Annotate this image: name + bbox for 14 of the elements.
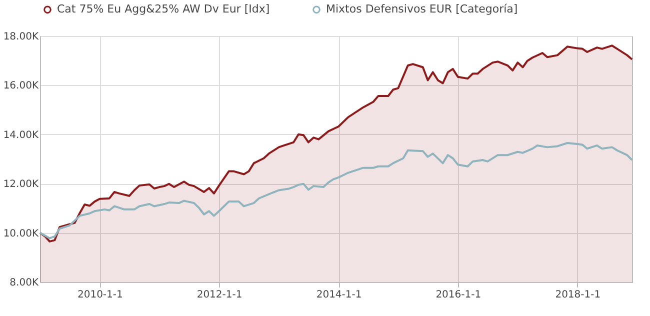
x-tick-label: 2016-1-1 [436,290,482,300]
legend-label: Mixtos Defensivos EUR [Categoría] [326,2,518,16]
y-tick-label: 8.00K [10,278,39,288]
legend-label: Cat 75% Eu Agg&25% AW Dv Eur [Idx] [57,2,270,16]
x-tick-label: 2018-1-1 [555,290,601,300]
x-tick-label: 2012-1-1 [196,290,242,300]
line-series [39,142,633,240]
y-tick-label: 18.00K [3,32,39,42]
y-tick-label: 12.00K [3,179,39,190]
x-tick-label: 2010-1-1 [77,290,123,300]
x-tick-label: 2014-1-1 [316,290,362,300]
y-tick-label: 10.00K [3,228,39,240]
y-tick-label: 14.00K [3,130,39,141]
y-tick-label: 16.00K [3,80,39,92]
